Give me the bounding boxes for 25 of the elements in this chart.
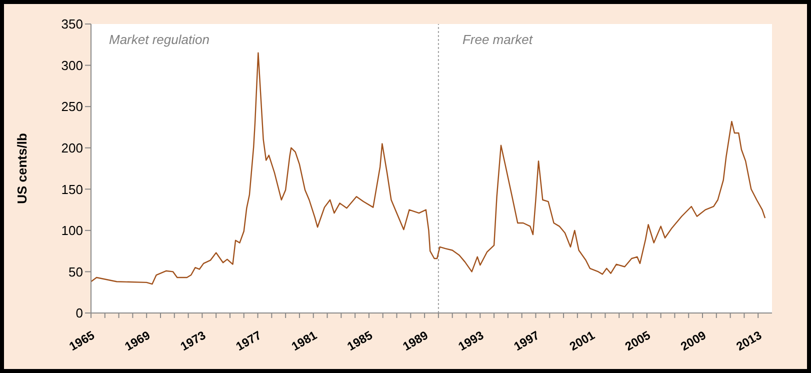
x-tick-label: 1997 — [512, 328, 542, 354]
x-tick-label: 2009 — [678, 328, 709, 354]
x-tick-label: 1981 — [289, 328, 320, 354]
x-tick-label: 1973 — [178, 328, 208, 354]
x-tick-label: 2005 — [622, 328, 654, 354]
y-tick-label: 300 — [61, 58, 83, 73]
line-series — [91, 52, 766, 285]
x-tick-label: 1969 — [122, 328, 153, 354]
y-tick-label: 200 — [61, 140, 83, 156]
x-tick-label: 2013 — [734, 328, 764, 354]
x-tick-label: 2001 — [567, 328, 598, 354]
y-tick-label: 0 — [76, 306, 83, 321]
x-tick-label: 1965 — [66, 328, 98, 354]
annotation: Market regulation — [109, 32, 210, 47]
y-tick-label: 50 — [68, 264, 83, 280]
x-tick-label: 1977 — [234, 328, 264, 354]
y-axis-title: US cents/lb — [14, 133, 30, 204]
x-tick-label: 1985 — [344, 328, 376, 354]
annotation: Free market — [462, 32, 533, 47]
y-tick-label: 350 — [61, 16, 83, 32]
y-tick-label: 150 — [61, 182, 83, 197]
x-tick-label: 1989 — [400, 328, 431, 354]
y-tick-label: 100 — [61, 223, 83, 238]
x-tick-label: 1993 — [456, 328, 486, 354]
y-tick-label: 250 — [61, 99, 83, 114]
